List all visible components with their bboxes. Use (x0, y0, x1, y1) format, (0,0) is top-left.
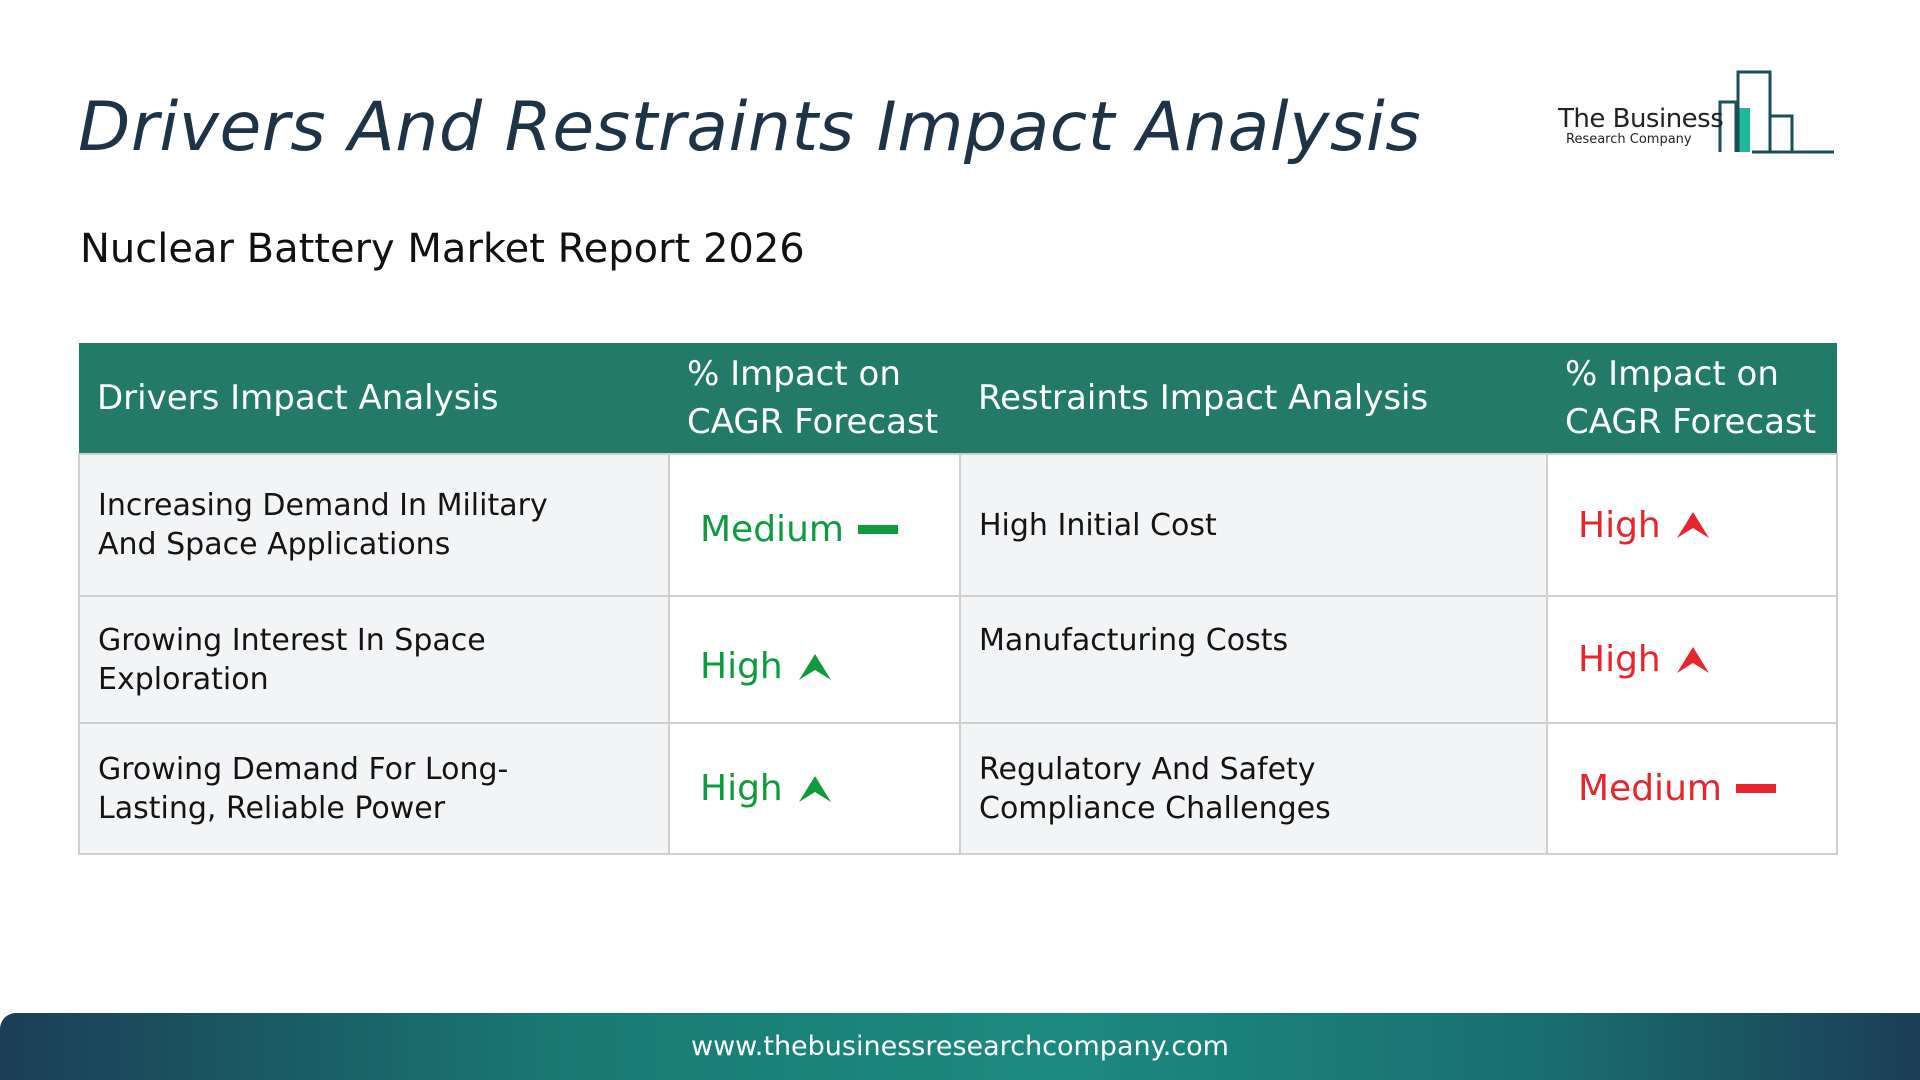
report-subtitle: Nuclear Battery Market Report 2026 (80, 226, 805, 272)
impact-level: Medium (700, 508, 844, 550)
logo-line2: Research Company (1566, 132, 1692, 147)
arrow-up-icon (797, 652, 833, 682)
logo-line1: The Business (1558, 104, 1724, 134)
company-logo: The Business Research Company (1552, 66, 1840, 156)
restraint-impact-cell: Medium (1546, 722, 1838, 855)
impact-level: Medium (1578, 768, 1722, 809)
restraint-cell: Regulatory And Safety Compliance Challeng… (959, 722, 1548, 855)
header-restraints: Restraints Impact Analysis (960, 343, 1547, 454)
arrow-up-icon (797, 774, 833, 804)
header-drivers-impact: % Impact on CAGR Forecast (669, 343, 960, 454)
driver-cell: Growing Interest In Space Exploration (78, 595, 670, 724)
restraint-impact-cell: High (1546, 595, 1838, 724)
impact-level: High (1578, 504, 1661, 546)
driver-cell: Increasing Demand In Military And Space A… (78, 453, 670, 597)
footer-bar: www.thebusinessresearchcompany.com (0, 1013, 1920, 1080)
website-link[interactable]: www.thebusinessresearchcompany.com (691, 1031, 1229, 1062)
restraint-impact-cell: High (1546, 453, 1838, 597)
driver-impact-cell: High (668, 595, 961, 724)
impact-level: High (700, 768, 783, 809)
arrow-up-icon (1675, 510, 1711, 540)
page-title: Drivers And Restraints Impact Analysis (78, 88, 1422, 167)
bar-chart-logo-icon (1718, 70, 1834, 154)
table-header-row: Drivers Impact Analysis % Impact on CAGR … (79, 343, 1837, 454)
dash-icon (1735, 784, 1776, 793)
header-drivers: Drivers Impact Analysis (79, 343, 669, 454)
driver-cell: Growing Demand For Long- Lasting, Reliabl… (78, 722, 670, 855)
impact-level: High (1578, 639, 1661, 680)
driver-impact-cell: Medium (668, 453, 961, 597)
impact-table: Drivers Impact Analysis % Impact on CAGR … (78, 343, 1838, 855)
header-restraints-impact: % Impact on CAGR Forecast (1547, 343, 1837, 454)
restraint-cell: Manufacturing Costs (959, 595, 1548, 724)
table-row: Growing Interest In Space Exploration Hig… (78, 595, 1838, 724)
table-row: Growing Demand For Long- Lasting, Reliabl… (78, 722, 1838, 855)
driver-impact-cell: High (668, 722, 961, 855)
restraint-cell: High Initial Cost (959, 453, 1548, 597)
table-row: Increasing Demand In Military And Space A… (78, 453, 1838, 597)
dash-icon (857, 524, 898, 534)
arrow-up-icon (1675, 645, 1711, 675)
impact-level: High (700, 646, 783, 687)
